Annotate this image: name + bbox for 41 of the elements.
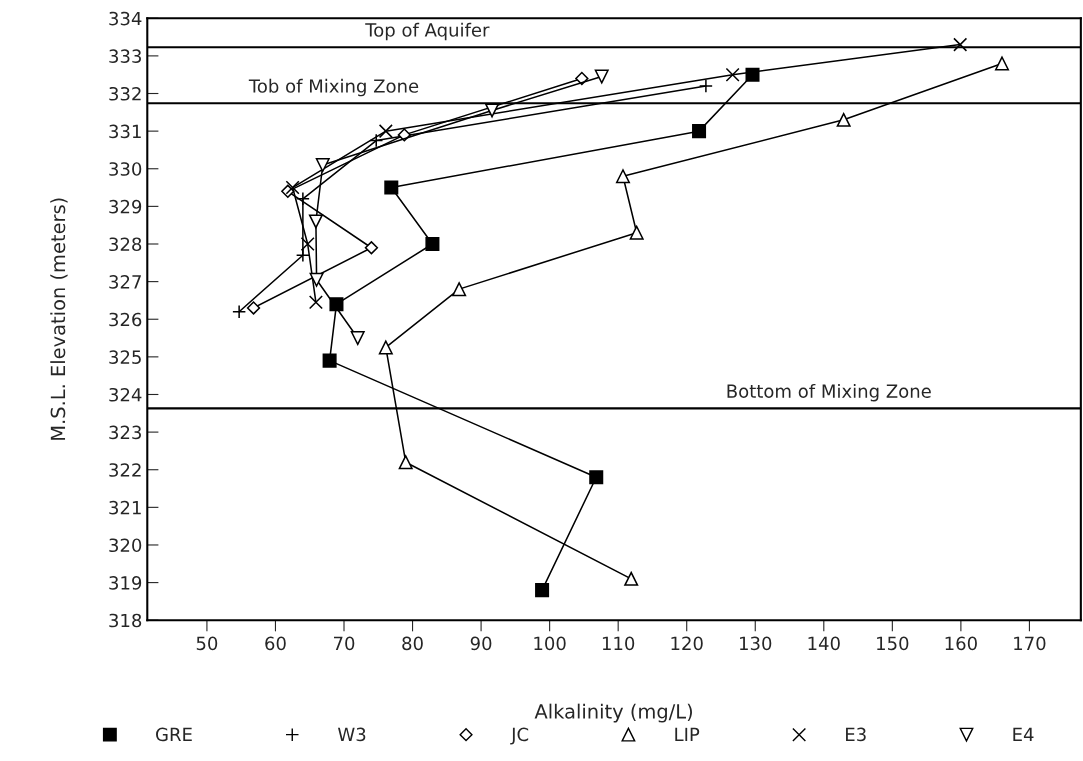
x-tick-label: 120 (671, 636, 703, 651)
y-tick-label: 334 (109, 11, 142, 26)
x-tick-label: 100 (534, 636, 566, 651)
ref-line-label: Top of Aquifer (365, 22, 490, 41)
x-tick-label: 50 (196, 636, 218, 651)
y-tick-label: 329 (109, 199, 142, 214)
x-tick-label: 60 (265, 636, 286, 651)
y-tick-label: 330 (109, 162, 142, 176)
x-tick-label: 130 (740, 636, 772, 651)
legend-label: E3 (846, 727, 866, 742)
y-tick-label: 320 (109, 538, 142, 553)
legend-label: JC (510, 727, 529, 745)
y-tick-label: 323 (109, 425, 141, 440)
ref-line-label: Tob of Mixing Zone (248, 78, 419, 97)
ref-line-label: Bottom of Mixing Zone (727, 383, 931, 402)
y-tick-label: 325 (109, 350, 141, 364)
y-tick-label: 331 (109, 124, 141, 139)
y-tick-label: 326 (109, 312, 142, 327)
x-tick-label: 70 (334, 636, 355, 651)
x-axis-title: Alkalinity (mg/L) (534, 703, 692, 723)
y-axis-title: M.S.L. Elevation (meters) (50, 198, 68, 440)
x-tick-label: 140 (808, 636, 840, 651)
x-tick-label: 80 (402, 636, 423, 651)
y-tick-label: 327 (109, 275, 141, 289)
x-tick-label: 110 (602, 636, 635, 651)
legend-label: E4 (1013, 727, 1034, 741)
y-tick-label: 333 (109, 49, 141, 63)
y-tick-label: 321 (109, 500, 141, 515)
y-tick-label: 319 (109, 576, 142, 590)
y-tick-label: 322 (109, 463, 141, 477)
y-tick-label: 318 (109, 613, 142, 628)
y-tick-label: 328 (109, 237, 142, 252)
x-tick-label: 150 (877, 636, 909, 651)
y-tick-label: 324 (109, 387, 142, 402)
legend-label: GRE (156, 727, 192, 742)
y-tick-label: 332 (109, 86, 141, 101)
legend-label: LIP (675, 727, 700, 741)
x-tick-label: 160 (945, 636, 977, 651)
x-tick-label: 90 (470, 636, 492, 651)
legend-label: W3 (337, 727, 366, 742)
x-tick-label: 170 (1014, 636, 1046, 651)
